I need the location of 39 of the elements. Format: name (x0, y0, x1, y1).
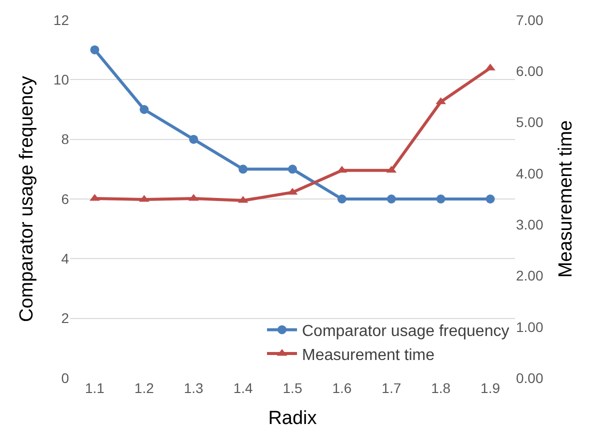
x-tick-label: 1.6 (332, 380, 352, 396)
point (288, 164, 297, 174)
y2-tick-label: 1.00 (516, 318, 544, 335)
point (436, 194, 446, 204)
y2-tick-label: 3.00 (516, 216, 544, 232)
x-tick-label: 1.7 (382, 380, 402, 396)
point (90, 45, 100, 54)
point (337, 194, 346, 204)
x-axis-title: Radix (268, 408, 318, 429)
point (90, 194, 100, 201)
point (486, 194, 495, 204)
point (189, 134, 198, 144)
y2-axis-title: Measurement time (555, 120, 576, 278)
y2-tick-label: 6.00 (516, 63, 544, 80)
x-tick-label: 1.8 (431, 380, 451, 396)
point (386, 194, 396, 204)
y2-tick-label: 2.00 (516, 268, 544, 284)
x-tick-label: 1.3 (184, 380, 204, 396)
y-tick-label: 4 (61, 250, 70, 267)
y2-tick-label: 7.00 (516, 12, 544, 28)
y-tick-label: 0 (61, 370, 70, 386)
y-tick-label: 6 (61, 190, 70, 207)
legend-label: Comparator usage frequency (302, 322, 510, 340)
y-tick-label: 12 (53, 12, 70, 28)
y2-tick-label: 4.00 (516, 165, 544, 182)
point (238, 164, 248, 174)
y-tick-label: 8 (61, 131, 70, 148)
y-axis-title: Comparator usage frequency (16, 75, 38, 322)
y2-tick-label: 0.00 (516, 370, 544, 386)
x-tick-label: 1.2 (134, 380, 154, 396)
point (140, 105, 149, 114)
x-tick-label: 1.9 (480, 380, 500, 396)
y-tick-label: 10 (53, 72, 70, 88)
x-tick-label: 1.5 (282, 380, 302, 396)
y-tick-label: 2 (61, 310, 70, 326)
y2-tick-label: 5.00 (516, 114, 544, 130)
legend-label: Measurement time (302, 346, 435, 364)
x-tick-label: 1.4 (233, 380, 253, 396)
x-tick-label: 1.1 (84, 380, 105, 396)
